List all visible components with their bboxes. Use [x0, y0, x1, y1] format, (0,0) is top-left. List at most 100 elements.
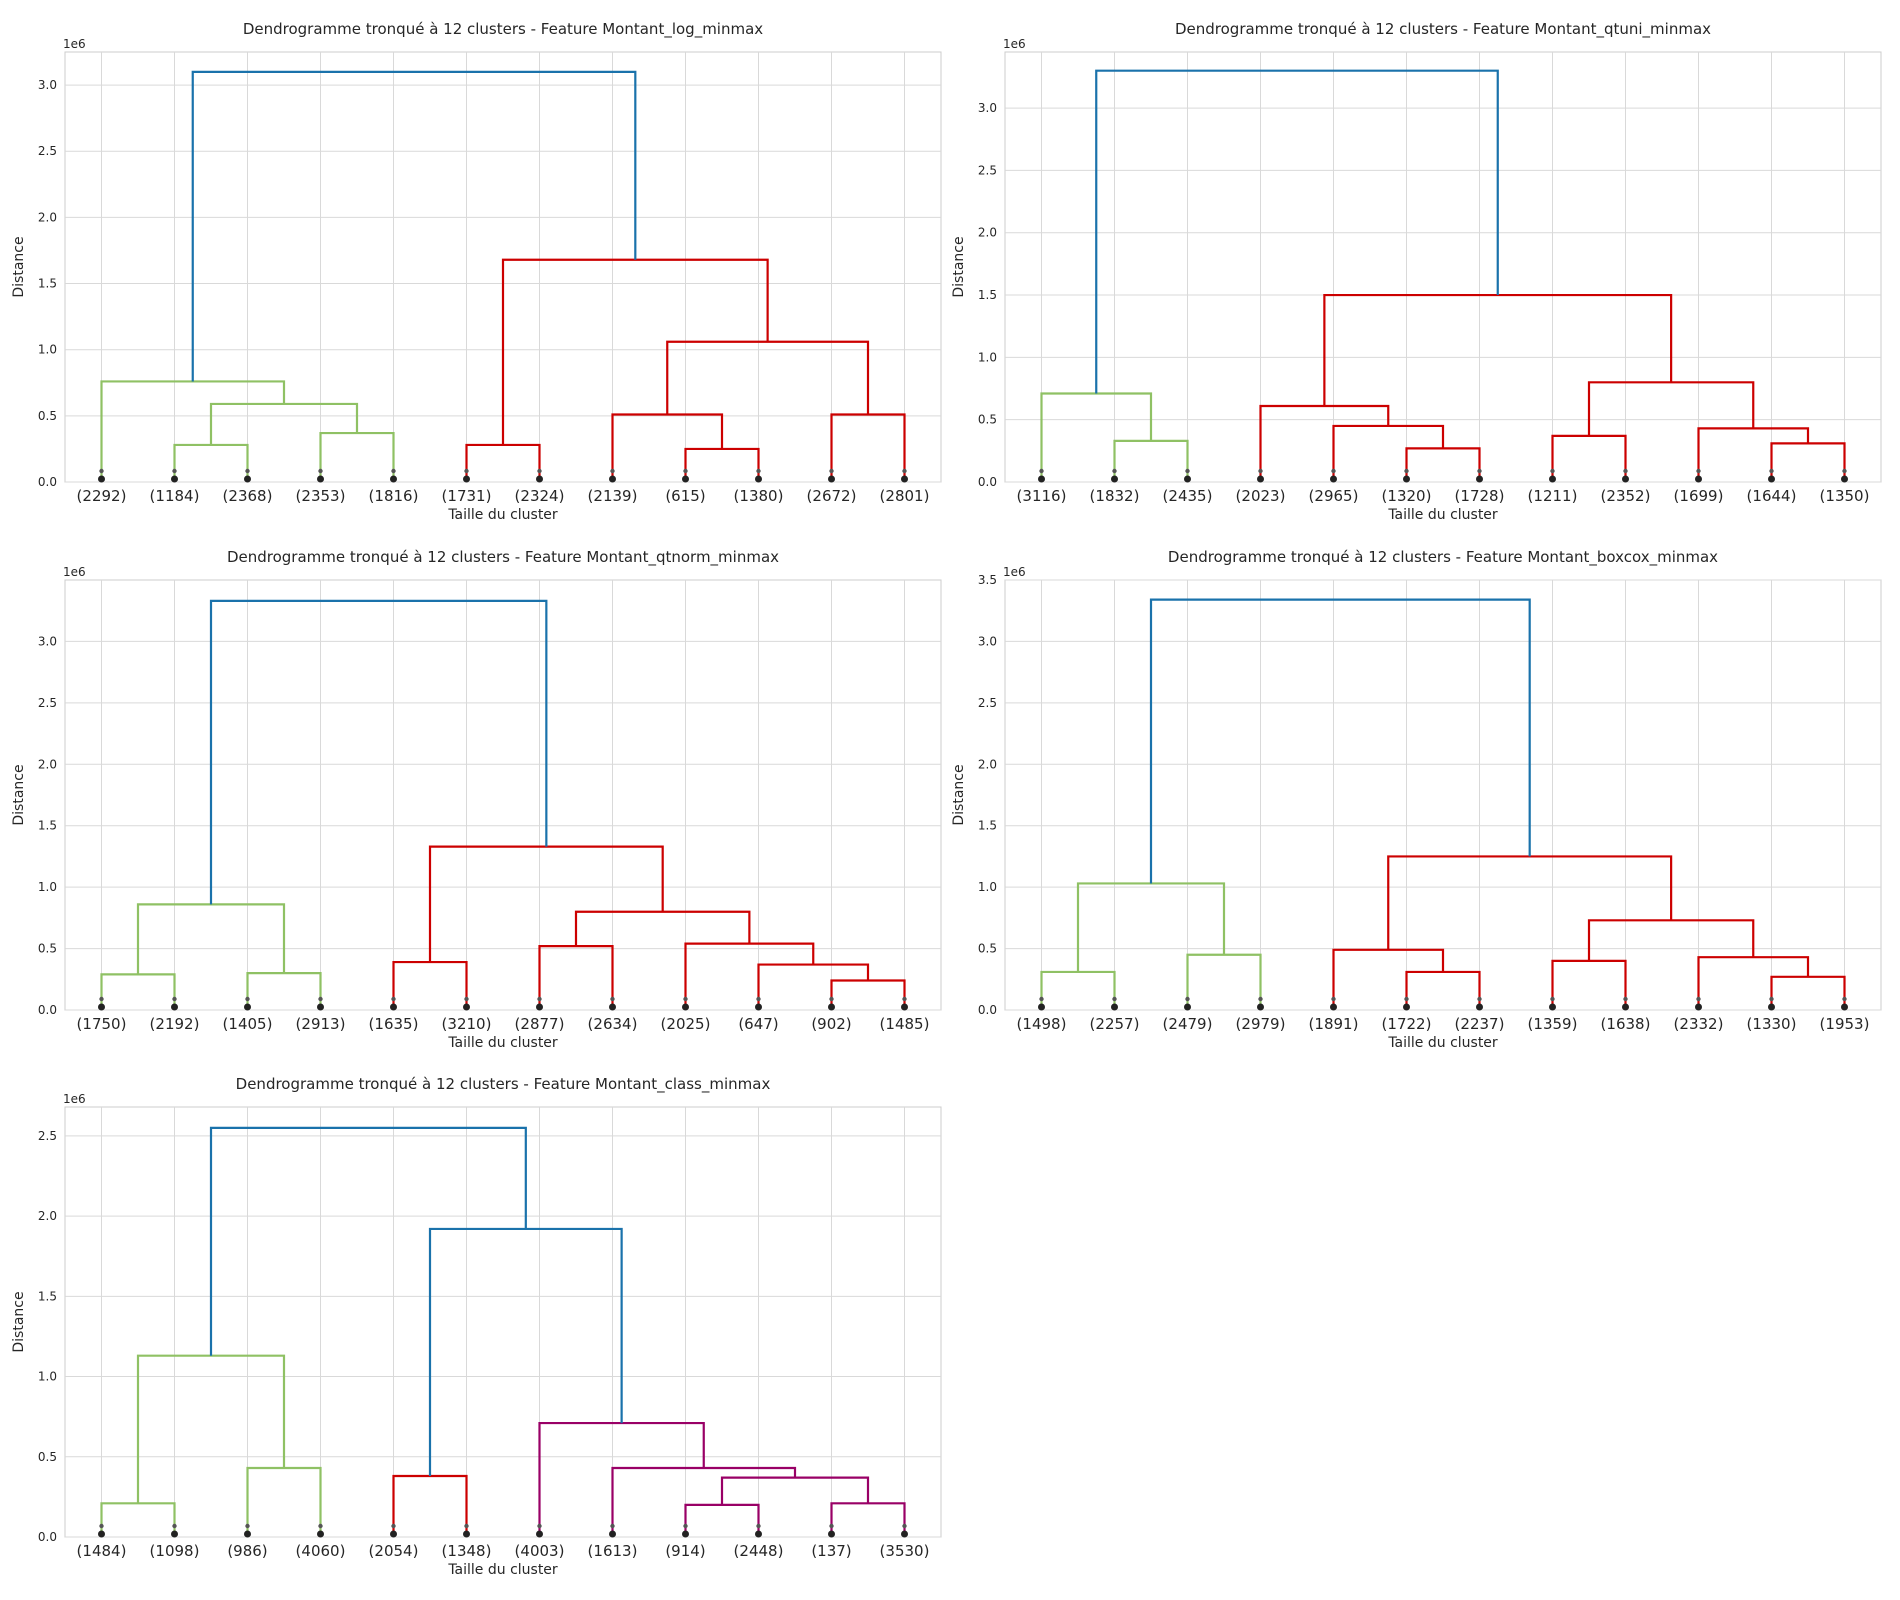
- dendrogram-link: [209, 1126, 527, 1356]
- leaf-marker-dot: [464, 468, 469, 474]
- leaf-marker-dot: [1404, 996, 1409, 1002]
- y-scale-multiplier: 1e6: [63, 565, 86, 579]
- dendrogram-link: [666, 340, 870, 415]
- chart-title: Dendrogramme tronqué à 12 clusters - Fea…: [227, 548, 779, 567]
- leaf-label: (986): [227, 1542, 267, 1560]
- leaf-label: (2479): [1163, 1015, 1213, 1033]
- leaf-label: (2634): [588, 1015, 638, 1033]
- leaf-label: (914): [665, 1542, 705, 1560]
- y-tick-label: 0.0: [978, 475, 997, 489]
- leaf-marker: [463, 1530, 470, 1538]
- dendrogram-link: [209, 599, 548, 905]
- y-tick-label: 0.0: [38, 1003, 57, 1017]
- y-tick-label: 1.0: [978, 880, 997, 894]
- leaf-marker-dot: [318, 996, 323, 1002]
- y-tick-label: 2.5: [978, 163, 997, 177]
- leaf-marker: [244, 1003, 251, 1011]
- dendrogram-link: [1697, 427, 1810, 482]
- y-tick-label: 1.0: [978, 350, 997, 364]
- y-tick-label: 2.0: [38, 210, 57, 224]
- leaf-marker-dot: [1331, 996, 1336, 1002]
- leaf-marker: [98, 1530, 105, 1538]
- leaf-marker: [1695, 475, 1702, 483]
- leaf-marker-dot: [1550, 468, 1555, 474]
- leaf-label: (2913): [296, 1015, 346, 1033]
- plot-area: [1004, 579, 1882, 1011]
- dendrogram-link: [1770, 975, 1846, 1010]
- leaf-marker: [1768, 1003, 1775, 1011]
- dendrogram-link: [1095, 69, 1499, 394]
- y-axis-label: Distance: [951, 236, 967, 297]
- leaf-marker: [1330, 475, 1337, 483]
- dendrogram-link: [757, 963, 870, 1010]
- leaf-marker: [244, 1530, 251, 1538]
- y-tick-label: 2.5: [38, 696, 57, 710]
- dendrogram-link: [465, 443, 541, 482]
- leaf-marker: [390, 1003, 397, 1011]
- chart-title: Dendrogramme tronqué à 12 clusters - Fea…: [243, 20, 763, 39]
- dendrogram-link: [392, 1474, 468, 1537]
- x-axis-label: Taille du cluster: [447, 507, 558, 523]
- leaf-label: (3116): [1017, 487, 1067, 505]
- y-tick-label: 0.5: [38, 942, 57, 956]
- leaf-label: (1638): [1601, 1015, 1651, 1033]
- leaf-marker: [1257, 1003, 1264, 1011]
- dendrogram-link: [100, 1502, 176, 1537]
- leaf-marker-dot: [1623, 468, 1628, 474]
- leaf-marker-dot: [391, 468, 396, 474]
- dendrogram-link: [191, 70, 637, 382]
- leaf-marker-dot: [172, 996, 177, 1002]
- y-tick-label: 3.0: [38, 78, 57, 92]
- leaf-marker: [536, 1530, 543, 1538]
- leaf-label: (3530): [880, 1542, 930, 1560]
- leaf-label: (2979): [1236, 1015, 1286, 1033]
- y-tick-label: 1.5: [38, 1289, 57, 1303]
- y-axis-label: Distance: [951, 764, 967, 825]
- dendrogram-link: [1387, 855, 1673, 950]
- y-scale-multiplier: 1e6: [63, 37, 86, 51]
- leaf-label: (615): [665, 487, 705, 505]
- y-tick-label: 2.5: [978, 696, 997, 710]
- leaf-marker-dot: [902, 468, 907, 474]
- leaf-label: (1330): [1747, 1015, 1797, 1033]
- leaf-label: (1484): [77, 1542, 127, 1560]
- y-tick-label: 1.5: [978, 288, 997, 302]
- dendrogram-link: [1587, 381, 1755, 436]
- leaf-marker: [901, 1003, 908, 1011]
- leaf-label: (1211): [1528, 487, 1578, 505]
- leaf-label: (1098): [150, 1542, 200, 1560]
- leaf-marker-dot: [537, 468, 542, 474]
- dendrogram-link: [611, 1466, 797, 1537]
- leaf-marker: [536, 1003, 543, 1011]
- leaf-label: (1891): [1309, 1015, 1359, 1033]
- leaf-marker-dot: [1185, 996, 1190, 1002]
- y-tick-label: 0.0: [38, 1530, 57, 1544]
- leaf-label: (2448): [734, 1542, 784, 1560]
- x-axis-label: Taille du cluster: [447, 1562, 558, 1578]
- leaf-label: (1380): [734, 487, 784, 505]
- leaf-marker-dot: [1404, 468, 1409, 474]
- plot-area: [64, 579, 942, 1011]
- leaf-marker-dot: [99, 996, 104, 1002]
- leaf-marker: [1476, 475, 1483, 483]
- leaf-label: (2801): [880, 487, 930, 505]
- y-tick-label: 1.5: [38, 277, 57, 291]
- leaf-marker-dot: [1623, 996, 1628, 1002]
- leaf-label: (1635): [369, 1015, 419, 1033]
- leaf-marker-dot: [683, 996, 688, 1002]
- y-axis-label: Distance: [11, 236, 27, 297]
- leaf-marker-dot: [99, 468, 104, 474]
- leaf-marker-dot: [1550, 996, 1555, 1002]
- leaf-marker: [1111, 1003, 1118, 1011]
- y-tick-label: 3.0: [978, 101, 997, 115]
- leaf-marker-dot: [1696, 468, 1701, 474]
- leaf-label: (2257): [1090, 1015, 1140, 1033]
- leaf-label: (137): [811, 1542, 851, 1560]
- leaf-marker-dot: [318, 468, 323, 474]
- leaf-marker-dot: [756, 996, 761, 1002]
- leaf-label: (1722): [1382, 1015, 1432, 1033]
- leaf-label: (1613): [588, 1542, 638, 1560]
- leaf-label: (1348): [442, 1542, 492, 1560]
- leaf-marker: [1403, 1003, 1410, 1011]
- leaf-marker-dot: [610, 996, 615, 1002]
